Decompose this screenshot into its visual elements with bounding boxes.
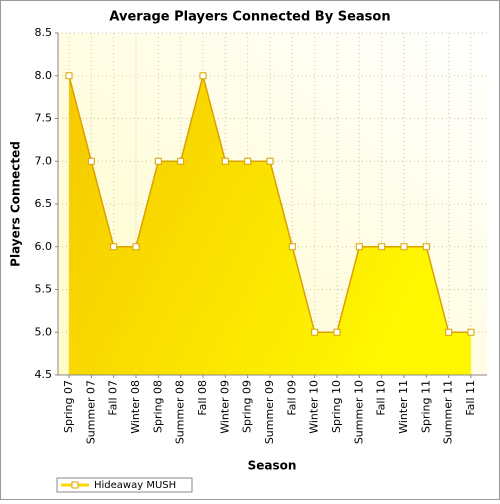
x-tick-label: Fall 11 — [464, 380, 477, 416]
marker — [378, 243, 386, 251]
marker — [221, 157, 229, 165]
x-tick-label: Fall 07 — [107, 380, 120, 416]
marker — [266, 157, 274, 165]
marker — [110, 243, 118, 251]
y-tick-label: 6.0 — [35, 240, 53, 253]
y-tick-label: 5.0 — [35, 325, 53, 338]
marker — [177, 157, 185, 165]
legend-marker — [71, 481, 79, 489]
marker — [422, 243, 430, 251]
x-tick-label: Winter 10 — [308, 380, 321, 434]
legend-box — [56, 477, 193, 493]
x-tick-label: Winter 08 — [129, 380, 142, 434]
x-tick-label: Summer 10 — [352, 380, 365, 444]
marker — [132, 243, 140, 251]
x-tick-label: Winter 09 — [218, 380, 231, 434]
y-tick-label: 8.0 — [35, 69, 53, 82]
x-tick-label: Winter 11 — [397, 380, 410, 434]
y-tick-label: 8.5 — [35, 26, 53, 39]
x-axis-title: Season — [248, 459, 297, 473]
x-tick-label: Fall 08 — [196, 380, 209, 416]
marker — [445, 328, 453, 336]
y-tick-label: 6.5 — [35, 197, 53, 210]
marker — [65, 72, 73, 80]
x-tick-label: Summer 11 — [442, 380, 455, 444]
x-tick-label: Fall 10 — [375, 380, 388, 416]
x-tick-label: Spring 11 — [419, 380, 432, 433]
marker — [154, 157, 162, 165]
y-tick-label: 4.5 — [35, 368, 53, 381]
marker — [311, 328, 319, 336]
x-tick-label: Summer 07 — [84, 380, 97, 444]
x-tick-label: Fall 09 — [285, 380, 298, 416]
marker — [333, 328, 341, 336]
y-axis-title: Players Connected — [9, 141, 23, 267]
marker — [288, 243, 296, 251]
area — [69, 75, 471, 375]
x-tick-label: Spring 09 — [241, 380, 254, 433]
chart-title: Average Players Connected By Season — [109, 10, 390, 25]
x-tick-label: Spring 07 — [62, 380, 75, 433]
x-tick-label: Summer 08 — [174, 380, 187, 444]
marker — [244, 157, 252, 165]
marker — [87, 157, 95, 165]
marker — [355, 243, 363, 251]
y-tick-label: 5.5 — [35, 283, 53, 296]
marker — [199, 72, 207, 80]
x-tick-label: Spring 10 — [330, 380, 343, 433]
y-tick-label: 7.0 — [35, 154, 53, 167]
y-tick-label: 7.5 — [35, 112, 53, 125]
marker — [467, 328, 475, 336]
marker — [400, 243, 408, 251]
x-tick-label: Summer 09 — [263, 380, 276, 444]
legend-label: Hideaway MUSH — [94, 480, 176, 491]
x-tick-label: Spring 08 — [151, 380, 164, 433]
